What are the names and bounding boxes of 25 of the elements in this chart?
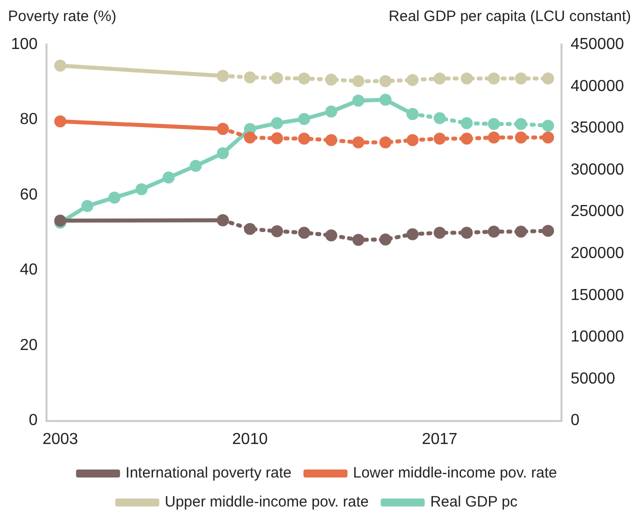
y2-tick-label: 150000 (570, 286, 624, 304)
y2-tick-label: 400000 (570, 78, 624, 95)
legend-label: Real GDP pc (430, 494, 518, 511)
legend-label: International poverty rate (126, 464, 292, 482)
x-tick-label: 2010 (232, 430, 268, 448)
y2-axis-title: Real GDP per capita (LCU constant) (388, 8, 631, 27)
legend-label: Upper middle-income pov. rate (164, 494, 369, 511)
y2-tick-label: 50000 (570, 370, 616, 388)
y-tick-label: 40 (20, 262, 38, 279)
y-tick-label: 80 (20, 111, 38, 128)
x-tick-label: 2017 (422, 430, 458, 448)
y2-tick-label: 200000 (570, 245, 624, 262)
y-tick-label: 100 (10, 36, 38, 54)
y-tick-label: 60 (20, 186, 38, 204)
y2-tick-label: 350000 (570, 120, 624, 137)
y-axis-title: Poverty rate (%) (8, 8, 116, 27)
y2-tick-label: 250000 (570, 203, 624, 220)
y-tick-label: 0 (28, 412, 38, 430)
y2-tick-label: 0 (570, 412, 580, 430)
y2-tick-label: 450000 (570, 36, 624, 54)
y-tick-label: 20 (20, 336, 38, 354)
x-tick-label: 2003 (42, 430, 78, 448)
y2-tick-label: 100000 (570, 328, 624, 346)
legend-label: Lower middle-income pov. rate (352, 464, 557, 482)
y2-tick-label: 300000 (570, 161, 624, 178)
